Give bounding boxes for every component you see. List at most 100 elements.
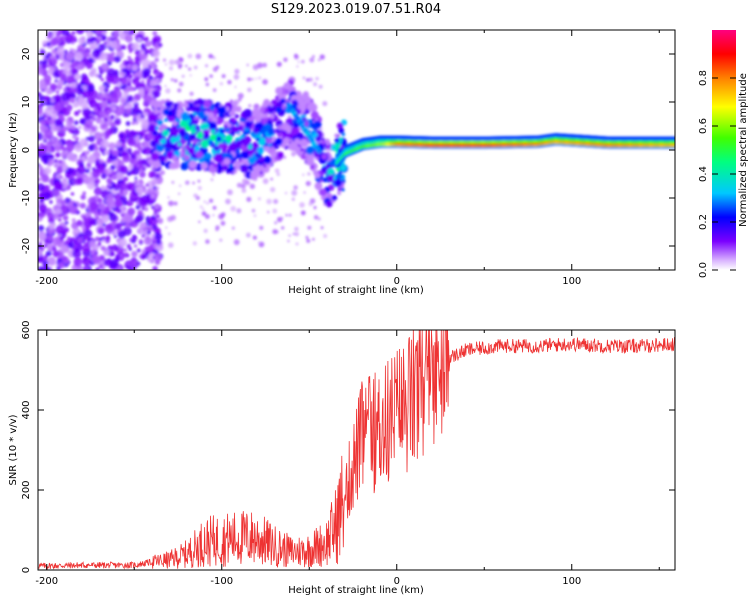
heatmap-cell (210, 178, 214, 182)
heatmap-cell (104, 150, 110, 156)
heatmap-cell (137, 261, 141, 266)
heatmap-cell (151, 215, 156, 220)
heatmap-cell (80, 73, 88, 81)
heatmap-cell (100, 139, 110, 149)
heatmap-cell (276, 216, 283, 223)
heatmap-cell (151, 182, 156, 187)
heatmap-cell (55, 152, 61, 158)
heatmap-cell (43, 74, 52, 83)
heatmap-cell (64, 221, 69, 225)
heatmap-cell (88, 70, 95, 77)
heatmap-cell (285, 214, 288, 217)
heatmap-cell (237, 154, 243, 160)
heatmap-cell (141, 234, 146, 238)
heatmap-cell (295, 242, 299, 246)
heatmap-cell (82, 256, 91, 266)
heatmap-cell (143, 236, 152, 246)
heatmap-cell (219, 82, 224, 86)
heatmap-cell (193, 138, 199, 145)
heatmap-cell (205, 64, 209, 68)
heatmap-cell (225, 198, 231, 205)
heatmap-cell (137, 209, 143, 216)
heatmap-cell (126, 69, 132, 75)
heatmap-cell (305, 78, 310, 82)
heatmap-cell (44, 129, 54, 139)
heatmap-cell (299, 202, 305, 208)
heatmap-cell (79, 202, 86, 209)
heatmap-cell (150, 140, 158, 148)
heatmap-cell (47, 256, 57, 266)
heatmap-cell (90, 126, 97, 132)
heatmap-cell (187, 53, 193, 59)
heatmap-cell (145, 183, 150, 187)
heatmap-cell (143, 36, 149, 42)
heatmap-cell (55, 225, 65, 235)
heatmap-cell (38, 204, 48, 213)
heatmap-cell (69, 48, 73, 52)
heatmap-cell (276, 172, 280, 177)
heatmap-cell (204, 158, 211, 164)
heatmap-cell (158, 43, 163, 48)
heatmap-cell (104, 130, 111, 137)
heatmap-cell (67, 89, 73, 94)
heatmap-cell (213, 163, 218, 168)
snr-ticks: -200 -100 0 100 0 200 400 600 (21, 320, 675, 587)
heatmap-cell (180, 153, 186, 158)
heatmap-cell (255, 77, 258, 80)
heatmap-cell (318, 84, 323, 89)
heatmap-cell (262, 178, 269, 185)
heatmap-cell (267, 211, 270, 214)
heatmap-cell (202, 208, 205, 211)
heatmap-cell (83, 51, 91, 58)
heatmap-cell (50, 98, 56, 104)
heatmap-cell (189, 91, 194, 96)
heatmap-cell (153, 220, 158, 225)
heatmap-cell (263, 156, 272, 165)
heatmap-cell (250, 131, 255, 136)
heatmap-cell (225, 134, 233, 143)
heatmap-cell (101, 124, 106, 128)
heatmap-cell (38, 232, 47, 241)
heatmap-cell (174, 59, 180, 65)
heatmap-cell (91, 169, 101, 178)
heatmap-cell (288, 213, 292, 217)
heatmap-cell (204, 214, 210, 219)
heatmap-cell (127, 64, 132, 69)
heatmap-cell (258, 76, 262, 80)
heatmap-cell (60, 92, 70, 102)
heatmap-cell (310, 164, 315, 170)
heatmap-cell (247, 77, 251, 82)
heatmap-cell (73, 120, 79, 126)
heatmap-cell (98, 237, 103, 242)
heatmap-cell (287, 240, 290, 243)
heatmap-cell (293, 185, 298, 190)
heatmap-cell (38, 225, 45, 232)
heatmap-cell (247, 148, 255, 156)
heatmap-cell (155, 144, 164, 153)
colorbar-tick-label: 0.2 (698, 214, 709, 230)
heatmap-cell (126, 171, 132, 177)
heatmap-cell (228, 111, 234, 116)
heatmap-cell (141, 82, 145, 87)
heatmap-cell (62, 165, 68, 172)
heatmap-cell (82, 175, 91, 185)
heatmap-cell (47, 228, 54, 235)
heatmap-cell (177, 125, 181, 129)
heatmap-cell (100, 173, 107, 180)
heatmap-cell (155, 73, 159, 77)
heatmap-cell (73, 257, 83, 267)
heatmap-cell (125, 102, 133, 110)
heatmap-cell (234, 68, 240, 74)
heatmap-cell (247, 87, 252, 93)
heatmap-cell (110, 105, 117, 112)
spectrogram-ylabel: Frequency (Hz) (8, 112, 19, 188)
heatmap-cell (96, 94, 104, 101)
spectrogram-ytick-label: 20 (21, 48, 32, 61)
heatmap-cell (87, 237, 91, 241)
heatmap-cell (46, 42, 51, 47)
heatmap-cell (51, 33, 55, 37)
heatmap-cell (145, 40, 152, 48)
heatmap-cell (220, 220, 226, 226)
heatmap-cell (256, 146, 265, 154)
